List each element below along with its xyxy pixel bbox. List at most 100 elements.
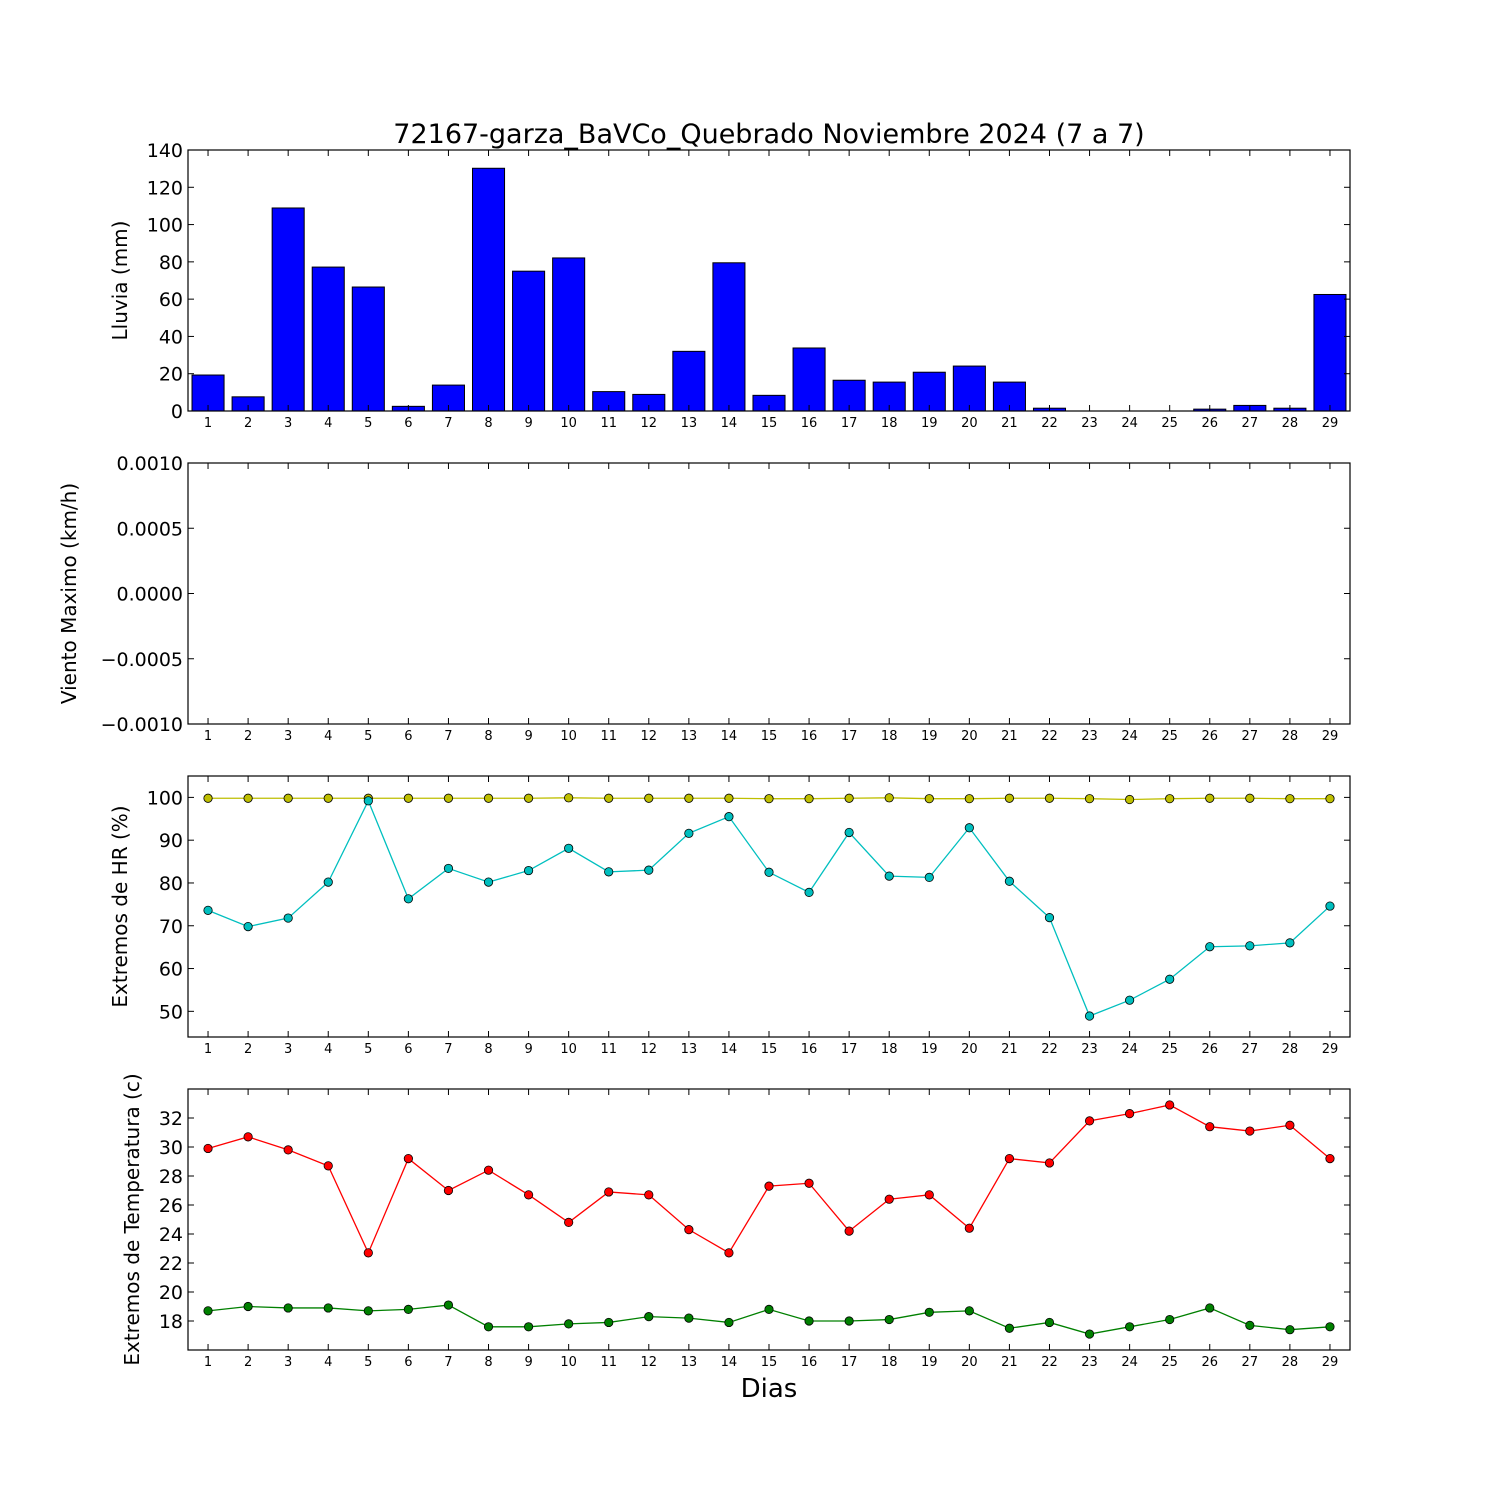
data-point [724, 793, 734, 803]
x-tick-label: 9 [524, 1355, 532, 1370]
y-tick-label: −0.0005 [101, 649, 183, 671]
y-tick-label: 18 [159, 1311, 183, 1333]
data-point [1245, 941, 1255, 951]
data-point [403, 1154, 413, 1164]
x-tick-label: 29 [1322, 416, 1339, 431]
data-point [844, 793, 854, 803]
x-tick-label: 10 [560, 729, 577, 744]
data-point [844, 827, 854, 838]
x-tick-label: 27 [1242, 1042, 1259, 1057]
data-point [203, 905, 213, 915]
data-point [1165, 794, 1175, 804]
x-tick-label: 20 [961, 1355, 978, 1370]
data-point [844, 1226, 854, 1236]
data-point [604, 793, 614, 803]
y-tick-label: 100 [147, 787, 183, 809]
data-point [964, 1223, 974, 1233]
x-tick-label: 15 [761, 416, 778, 431]
x-tick-label: 19 [921, 1355, 938, 1370]
data-point [323, 1161, 333, 1171]
data-point [1285, 794, 1295, 804]
data-point [1084, 794, 1095, 804]
data-point [323, 1303, 333, 1313]
data-point [403, 894, 413, 904]
x-tick-label: 2 [244, 729, 252, 744]
x-tick-label: 26 [1201, 416, 1218, 431]
data-point [884, 1314, 894, 1325]
x-tick-label: 4 [324, 416, 332, 431]
x-tick-label: 29 [1322, 1042, 1339, 1057]
x-tick-label: 9 [524, 1042, 532, 1057]
x-tick-label: 17 [841, 1042, 858, 1057]
x-tick-label: 21 [1001, 1042, 1018, 1057]
data-point [1125, 1322, 1135, 1332]
x-tick-label: 21 [1001, 729, 1018, 744]
y-tick-label: 0.0010 [117, 453, 183, 475]
x-tick-label: 15 [761, 1355, 778, 1370]
data-point [644, 1190, 654, 1200]
x-tick-label: 26 [1201, 729, 1218, 744]
data-point [804, 887, 814, 897]
x-tick-label: 12 [641, 729, 658, 744]
bar [351, 286, 385, 412]
x-tick-label: 24 [1121, 1042, 1138, 1057]
x-tick-label: 19 [921, 729, 938, 744]
bar [1313, 293, 1347, 412]
x-tick-label: 14 [721, 729, 738, 744]
data-point [523, 1190, 534, 1200]
data-point [1205, 1303, 1215, 1313]
x-tick-label: 7 [444, 416, 452, 431]
x-tick-label: 8 [484, 729, 492, 744]
data-point [363, 796, 373, 806]
data-point [644, 1312, 654, 1322]
x-tick-label: 22 [1041, 1355, 1058, 1370]
x-tick-label: 4 [324, 1355, 332, 1370]
x-tick-label: 12 [641, 416, 658, 431]
data-point [443, 793, 454, 803]
data-point [1205, 942, 1215, 952]
data-point [564, 793, 574, 803]
data-point [1044, 913, 1055, 923]
y-tick-label: 32 [159, 1108, 183, 1130]
data-point [804, 794, 814, 804]
y-tick-label: 26 [159, 1195, 183, 1217]
x-tick-label: 22 [1041, 416, 1058, 431]
x-tick-label: 26 [1201, 1042, 1218, 1057]
data-point [283, 913, 293, 923]
y-tick-label: 90 [159, 830, 183, 852]
bar [552, 257, 586, 412]
data-point [1325, 1154, 1335, 1164]
x-tick-label: 22 [1041, 729, 1058, 744]
bar [512, 270, 546, 412]
data-point [403, 1304, 413, 1315]
x-tick-label: 4 [324, 729, 332, 744]
data-point [243, 922, 253, 932]
x-tick-label: 2 [244, 416, 252, 431]
x-tick-label: 25 [1161, 729, 1178, 744]
data-point [283, 1145, 293, 1155]
x-tick-label: 11 [600, 416, 617, 431]
data-point [1245, 793, 1255, 803]
x-tick-label: 6 [404, 1355, 412, 1370]
data-point [964, 1306, 974, 1316]
data-point [924, 872, 934, 883]
x-tick-label: 27 [1242, 416, 1259, 431]
x-tick-label: 15 [761, 1042, 778, 1057]
data-point [764, 1304, 774, 1315]
x-tick-label: 28 [1282, 416, 1299, 431]
x-tick-label: 20 [961, 729, 978, 744]
data-point [604, 1187, 614, 1197]
data-point [1285, 1325, 1295, 1335]
x-tick-label: 23 [1081, 1042, 1098, 1057]
x-tick-label: 27 [1242, 729, 1259, 744]
y-axis-label: Extremos de Temperatura (c) [120, 1073, 144, 1365]
x-tick-label: 21 [1001, 416, 1018, 431]
data-point [1325, 794, 1335, 804]
data-point [684, 1313, 694, 1323]
y-tick-label: 60 [159, 959, 183, 981]
data-point [1285, 1120, 1295, 1130]
data-point [243, 1132, 253, 1142]
